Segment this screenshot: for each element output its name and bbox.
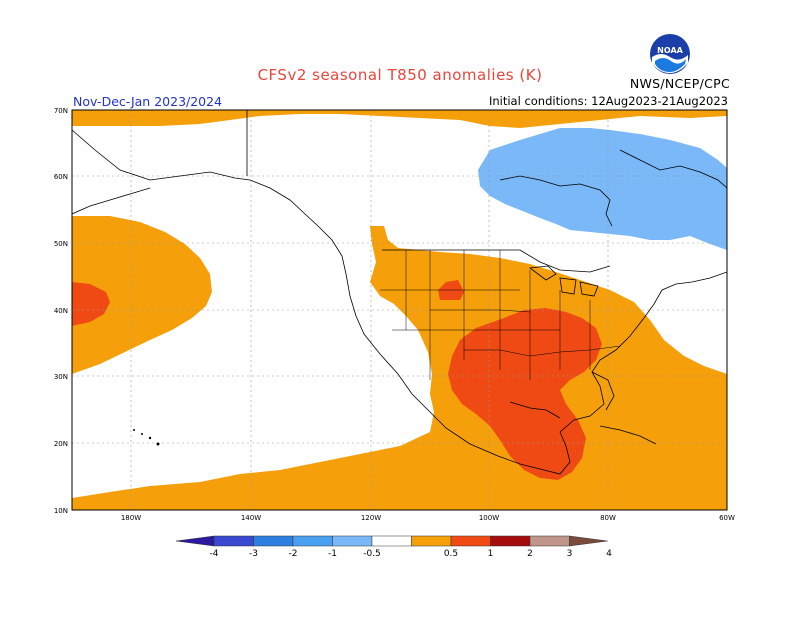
colorbar-label: -4 [210,549,219,559]
colorbar-label: 0.5 [444,549,458,559]
lat-label: 60N [54,173,68,181]
positive-anomaly-pacific [72,216,212,374]
colorbar-swatch [213,535,254,547]
colorbar-label: -3 [249,549,258,559]
strong-anomaly-gulf [448,308,602,480]
colorbar-arrow-low [175,535,215,547]
logo-text: NOAA [657,46,683,55]
colorbar-swatch [253,535,294,547]
map-frame [71,109,728,511]
colorbar-arrow-high [569,535,608,547]
lat-label: 20N [54,440,68,448]
lon-label: 180W [121,514,141,522]
colorbar-label: 1 [488,549,494,559]
map-title: CFSv2 seasonal T850 anomalies (K) [257,66,543,84]
negative-anomaly-region [478,128,727,250]
great-lakes [528,265,599,297]
colorbar-swatch [450,535,491,547]
us-canada-border [382,249,611,273]
colorbar-label: 4 [606,549,612,559]
colorbar-swatch [292,535,333,547]
lon-label: 60W [719,514,735,522]
lat-label: 10N [54,507,68,515]
positive-anomaly-top-strip [72,110,727,128]
coastlines [72,129,727,475]
colorbar-swatch [411,535,452,547]
colorbar-label: -1 [328,549,337,559]
colorbar-label: 3 [567,549,573,559]
lat-label: 70N [54,107,68,115]
hawaii-islands [133,429,160,446]
lat-label: 50N [54,240,68,248]
lon-label: 120W [361,514,381,522]
lon-label: 80W [600,514,616,522]
lon-label: 140W [241,514,261,522]
colorbar-swatch [332,535,373,547]
initial-conditions: Initial conditions: 12Aug2023-21Aug2023 [488,94,728,108]
graticule [72,110,727,510]
colorbar-label: 2 [527,549,533,559]
lon-label: 100W [479,514,499,522]
colorbar-swatch [371,535,412,547]
lat-label: 40N [54,307,68,315]
forecast-period: Nov-Dec-Jan 2023/2024 [73,94,223,109]
colorbar-swatch [529,535,570,547]
colorbar: -4 -3 -2 -1 -0.5 0.5 1 2 3 4 [175,535,612,559]
longitude-labels: 180W 140W 120W 100W 80W 60W [121,514,735,522]
state-borders [380,250,621,380]
agency-label: NWS/NCEP/CPC [629,76,730,91]
noaa-logo: NOAA [650,34,690,74]
colorbar-label: -2 [289,549,298,559]
lat-label: 30N [54,373,68,381]
colorbar-label: -0.5 [363,549,381,559]
strong-anomaly-pacific [72,282,110,326]
colorbar-swatch [490,535,531,547]
latitude-labels: 70N 60N 50N 40N 30N 20N 10N [54,107,68,515]
